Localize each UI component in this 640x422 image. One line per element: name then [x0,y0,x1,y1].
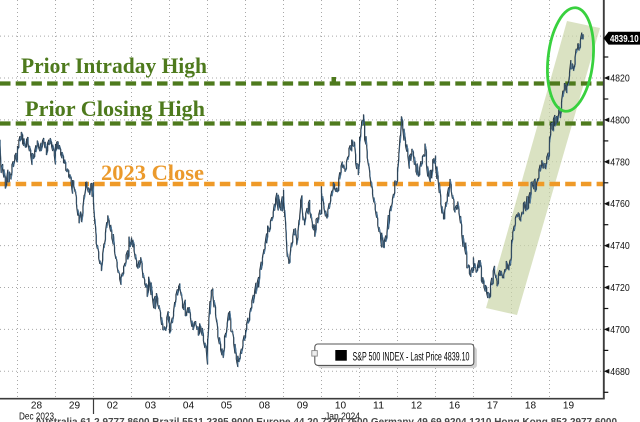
svg-text:10: 10 [335,400,346,412]
svg-text:4839.10: 4839.10 [610,34,639,45]
svg-text:12: 12 [411,400,422,412]
svg-text:05: 05 [221,400,232,412]
svg-text:Dec 2023: Dec 2023 [19,410,54,422]
svg-text:29: 29 [69,400,80,412]
svg-text:03: 03 [145,400,156,412]
svg-text:4740: 4740 [610,240,630,252]
svg-text:09: 09 [297,400,308,412]
svg-text:4680: 4680 [610,366,630,378]
svg-text:11: 11 [373,400,384,412]
svg-text:4760: 4760 [610,198,630,210]
svg-text:17: 17 [487,400,498,412]
svg-text:4780: 4780 [610,156,630,168]
svg-text:02: 02 [107,400,118,412]
svg-text:4700: 4700 [610,324,630,336]
svg-text:16: 16 [449,400,460,412]
svg-text:Prior Intraday High: Prior Intraday High [21,53,207,78]
svg-text:4800: 4800 [610,114,630,126]
svg-text:Prior Closing High: Prior Closing High [25,96,205,121]
svg-text:18: 18 [525,400,536,412]
svg-text:Australia 61 2 9777 8600 Brazi: Australia 61 2 9777 8600 Brazil 5511 239… [35,417,617,422]
svg-text:08: 08 [259,400,270,412]
svg-text:28: 28 [31,400,42,412]
svg-text:Jan 2024: Jan 2024 [325,410,360,422]
svg-text:4820: 4820 [610,73,630,85]
svg-text:S&P 500 INDEX - Last Price 483: S&P 500 INDEX - Last Price 4839.10 [353,350,470,364]
svg-text:19: 19 [563,400,574,412]
svg-text:2023 Close: 2023 Close [101,160,204,185]
svg-text:4720: 4720 [610,282,630,294]
svg-text:04: 04 [183,400,194,412]
